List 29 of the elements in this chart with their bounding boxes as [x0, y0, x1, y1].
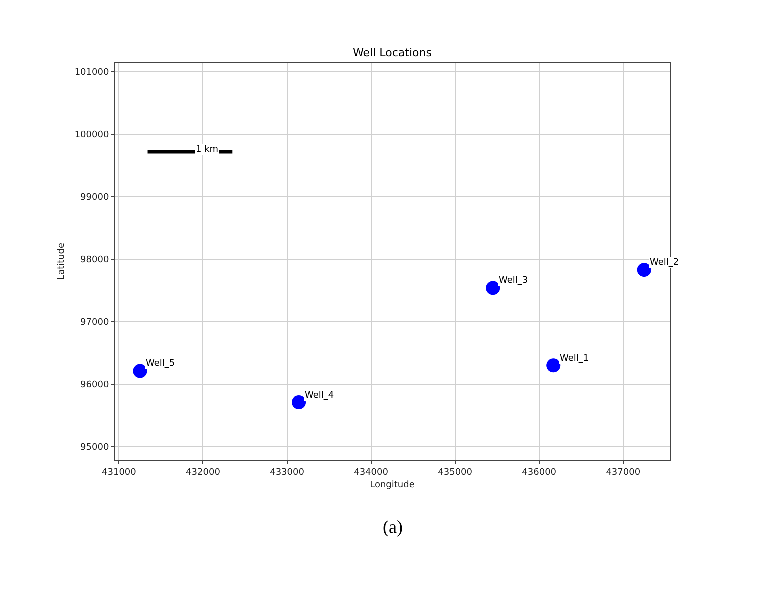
y-axis-title: Latitude: [57, 242, 68, 280]
y-tick-label: 98000: [80, 256, 110, 266]
x-tick-label: 435000: [438, 468, 473, 478]
annotation: Well_5: [146, 359, 176, 369]
x-tick-label: 434000: [354, 468, 389, 478]
y-tick-label: 97000: [80, 318, 110, 328]
y-tick-label: 101000: [74, 68, 110, 78]
annotation: Well_2: [650, 258, 680, 268]
x-tick-label: 433000: [270, 468, 305, 478]
y-tick-label: 99000: [80, 193, 110, 204]
annotation: 1 km: [196, 145, 219, 155]
x-tick-label: 436000: [522, 468, 557, 478]
annotation: Well_1: [560, 354, 590, 364]
annotation: Well_4: [305, 391, 334, 401]
x-tick-label: 437000: [606, 468, 641, 478]
annotation: Well_3: [499, 276, 528, 286]
y-tick-label: 95000: [80, 443, 110, 454]
point: [292, 396, 306, 410]
y-tick-label: 100000: [74, 130, 110, 141]
x-axis-title: Longitude: [370, 480, 416, 491]
point: [486, 281, 500, 296]
x-tick-label: 432000: [186, 468, 221, 478]
point: [637, 263, 652, 278]
point: [133, 364, 148, 378]
x-tick-label: 431000: [102, 468, 137, 478]
point: [546, 358, 561, 373]
text: (a): [383, 517, 403, 537]
chart-title: Well Locations: [353, 46, 432, 60]
y-tick-label: 96000: [80, 380, 110, 391]
